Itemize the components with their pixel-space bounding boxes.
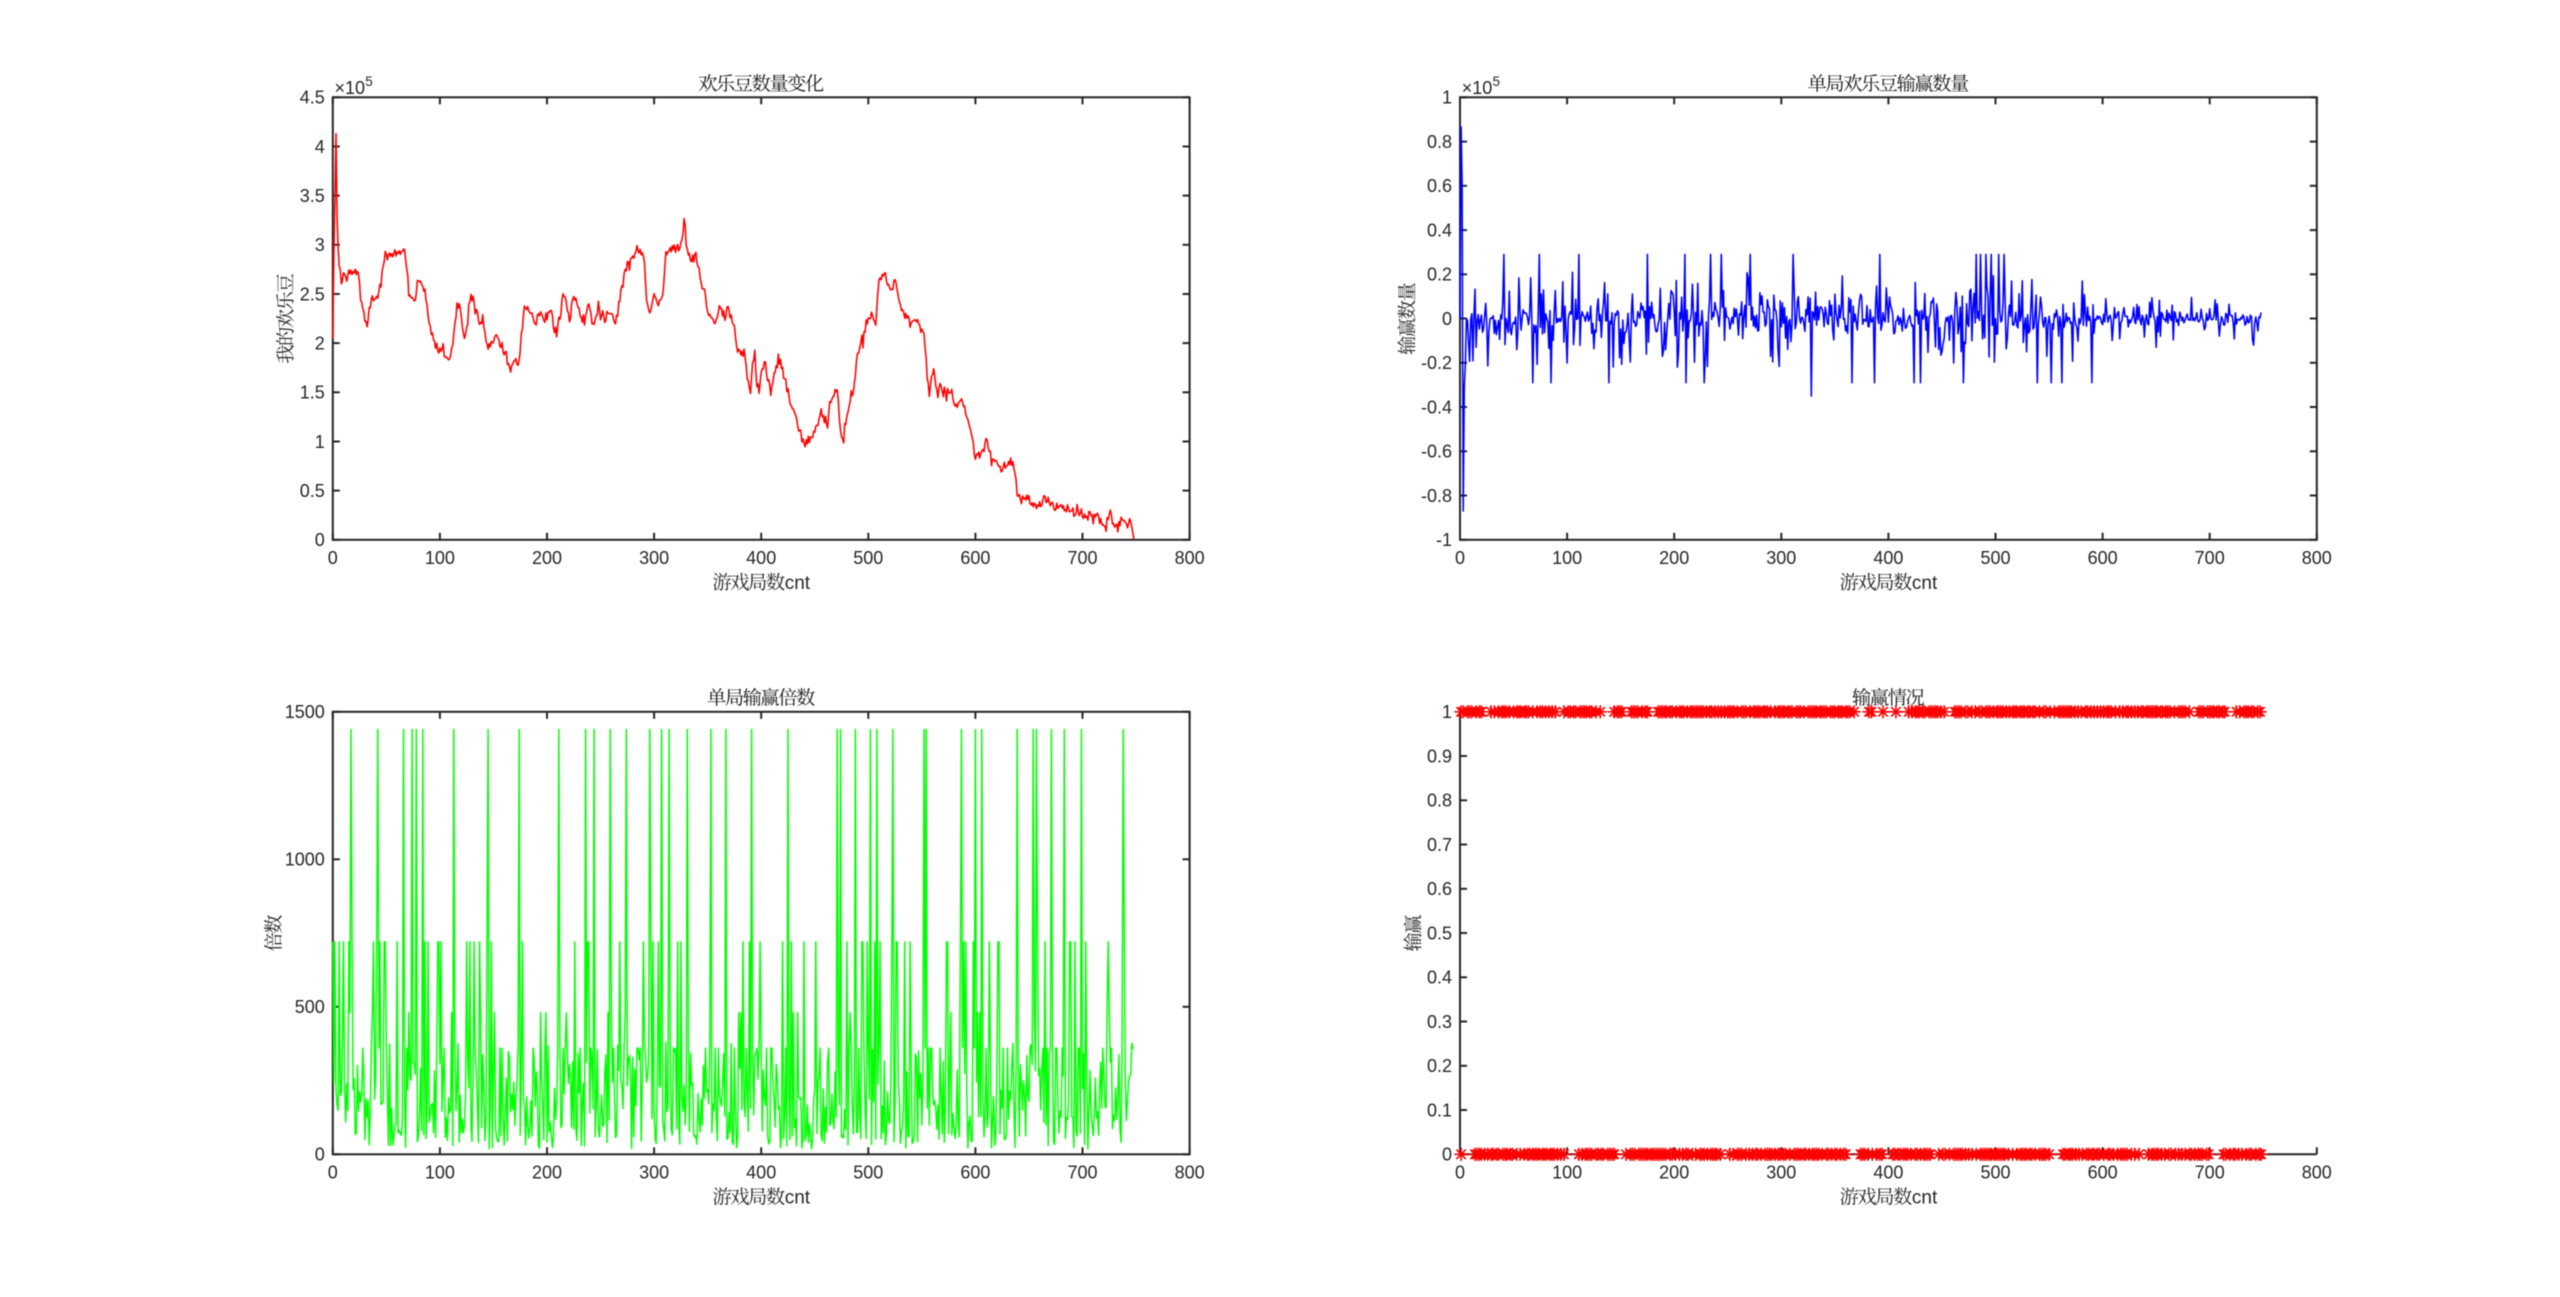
svg-text:0: 0	[328, 1163, 338, 1183]
svg-text:-0.8: -0.8	[1421, 486, 1452, 506]
svg-text:800: 800	[2302, 548, 2332, 568]
svg-text:500: 500	[1980, 1163, 2010, 1183]
svg-text:200: 200	[532, 1163, 562, 1183]
svg-text:100: 100	[425, 548, 455, 568]
svg-text:0.4: 0.4	[1427, 968, 1452, 988]
svg-text:300: 300	[639, 548, 669, 568]
svg-text:4.5: 4.5	[300, 88, 325, 108]
svg-text:0.8: 0.8	[1427, 791, 1452, 811]
svg-text:5: 5	[1493, 74, 1501, 89]
svg-text:2.5: 2.5	[300, 284, 325, 304]
svg-text:100: 100	[1552, 548, 1582, 568]
svg-text:0.8: 0.8	[1427, 132, 1452, 152]
svg-text:-1: -1	[1436, 530, 1452, 550]
svg-text:3.5: 3.5	[300, 186, 325, 206]
svg-text:0.5: 0.5	[300, 481, 325, 501]
svg-text:4: 4	[315, 137, 325, 157]
svg-text:×10: ×10	[335, 78, 366, 98]
svg-text:1.5: 1.5	[300, 383, 325, 403]
svg-text:cnt: cnt	[1912, 573, 1938, 594]
svg-text:400: 400	[1873, 1163, 1903, 1183]
svg-text:0: 0	[1455, 1163, 1465, 1183]
svg-text:5: 5	[365, 74, 373, 89]
svg-text:1: 1	[315, 432, 325, 452]
svg-text:800: 800	[2302, 1163, 2332, 1183]
svg-text:500: 500	[1980, 548, 2010, 568]
svg-text:200: 200	[1659, 548, 1689, 568]
svg-text:0: 0	[315, 1145, 325, 1165]
svg-text:700: 700	[2195, 1163, 2225, 1183]
svg-text:0.2: 0.2	[1427, 1056, 1452, 1076]
svg-text:600: 600	[2088, 1163, 2118, 1183]
svg-text:0.9: 0.9	[1427, 746, 1452, 766]
svg-text:0: 0	[1455, 548, 1465, 568]
svg-text:0.4: 0.4	[1427, 220, 1452, 240]
svg-text:200: 200	[1659, 1163, 1689, 1183]
svg-text:0.2: 0.2	[1427, 265, 1452, 285]
svg-text:200: 200	[532, 548, 562, 568]
svg-text:3: 3	[315, 235, 325, 255]
svg-text:2: 2	[315, 333, 325, 353]
svg-text:400: 400	[746, 548, 776, 568]
svg-text:800: 800	[1175, 1163, 1205, 1183]
svg-text:1500: 1500	[285, 702, 325, 722]
svg-text:0: 0	[315, 530, 325, 550]
svg-text:500: 500	[295, 997, 325, 1017]
svg-text:100: 100	[1552, 1163, 1582, 1183]
svg-text:300: 300	[1766, 1163, 1796, 1183]
svg-text:cnt: cnt	[785, 1188, 811, 1209]
svg-text:800: 800	[1175, 548, 1205, 568]
svg-text:500: 500	[853, 1163, 883, 1183]
svg-text:0.7: 0.7	[1427, 835, 1452, 855]
svg-text:700: 700	[1067, 1163, 1097, 1183]
svg-text:100: 100	[425, 1163, 455, 1183]
svg-text:1000: 1000	[285, 850, 325, 870]
svg-text:500: 500	[853, 548, 883, 568]
svg-text:0.6: 0.6	[1427, 879, 1452, 899]
svg-text:300: 300	[1766, 548, 1796, 568]
svg-text:600: 600	[960, 548, 990, 568]
svg-text:cnt: cnt	[785, 573, 811, 594]
svg-text:0: 0	[1442, 1145, 1452, 1165]
svg-text:0.6: 0.6	[1427, 176, 1452, 196]
svg-text:400: 400	[746, 1163, 776, 1183]
svg-text:-0.6: -0.6	[1421, 442, 1452, 462]
svg-text:0: 0	[1442, 309, 1452, 329]
svg-text:600: 600	[2088, 548, 2118, 568]
svg-text:700: 700	[2195, 548, 2225, 568]
svg-text:0: 0	[328, 548, 338, 568]
svg-text:600: 600	[960, 1163, 990, 1183]
svg-text:0.1: 0.1	[1427, 1100, 1452, 1120]
svg-text:700: 700	[1067, 548, 1097, 568]
svg-text:1: 1	[1442, 88, 1452, 108]
svg-text:300: 300	[639, 1163, 669, 1183]
svg-text:-0.2: -0.2	[1421, 353, 1452, 373]
svg-text:0.3: 0.3	[1427, 1012, 1452, 1032]
svg-text:cnt: cnt	[1912, 1188, 1938, 1209]
svg-text:0.5: 0.5	[1427, 923, 1452, 943]
svg-text:1: 1	[1442, 702, 1452, 722]
svg-text:×10: ×10	[1462, 78, 1493, 98]
svg-text:-0.4: -0.4	[1421, 397, 1452, 417]
svg-text:400: 400	[1873, 548, 1903, 568]
